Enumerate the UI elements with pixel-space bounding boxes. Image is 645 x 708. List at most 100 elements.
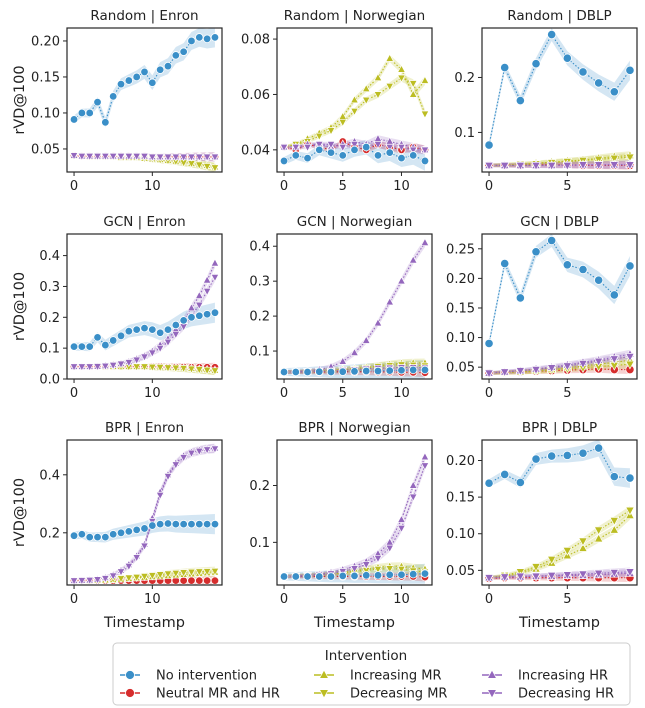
- data-point: [163, 153, 173, 162]
- data-point: [338, 143, 348, 152]
- data-point: [124, 326, 134, 336]
- x-tick-label: 0: [70, 386, 78, 401]
- data-point: [361, 96, 371, 105]
- data-point: [515, 293, 525, 303]
- y-tick-label: 0.25: [446, 242, 475, 257]
- axes-frame: [66, 27, 223, 173]
- data-point: [179, 316, 188, 325]
- y-tick-label: 0.2: [249, 310, 270, 325]
- data-point: [385, 366, 394, 375]
- data-point: [147, 363, 157, 372]
- data-point: [397, 64, 406, 73]
- data-point: [578, 67, 588, 77]
- legend-marker: [318, 669, 330, 679]
- data-point: [210, 153, 220, 162]
- x-tick-label: 5: [563, 592, 571, 607]
- data-point: [155, 65, 165, 74]
- data-point: [100, 362, 110, 371]
- data-point: [315, 367, 324, 376]
- data-point: [291, 143, 301, 152]
- data-point: [171, 364, 181, 373]
- data-point: [85, 342, 94, 351]
- data-point: [420, 110, 430, 119]
- y-tick-label: 0.3: [39, 280, 60, 295]
- data-point: [140, 542, 149, 551]
- data-point: [609, 517, 620, 526]
- data-point: [420, 156, 430, 166]
- data-point: [385, 53, 395, 62]
- legend-label: Increasing HR: [518, 669, 608, 684]
- data-point: [194, 568, 204, 577]
- x-tick-label: 0: [485, 592, 493, 607]
- data-point: [409, 569, 418, 579]
- data-point: [546, 161, 557, 171]
- data-point: [338, 356, 348, 365]
- legend-label: Increasing MR: [350, 669, 442, 684]
- data-point: [350, 95, 359, 104]
- y-tick-label: 0.08: [241, 33, 270, 48]
- data-point: [484, 478, 494, 488]
- data-point: [163, 325, 173, 334]
- data-point: [187, 313, 196, 322]
- y-tick-label: 0.10: [446, 527, 475, 542]
- data-point: [373, 571, 383, 580]
- data-point: [484, 161, 494, 171]
- plot-area: [484, 440, 635, 584]
- legend-label: No intervention: [156, 669, 257, 684]
- data-point: [194, 161, 204, 170]
- plot-area: [69, 28, 220, 172]
- data-point: [609, 290, 619, 300]
- y-tick-label: 0.0: [39, 373, 60, 388]
- data-point: [187, 519, 196, 529]
- data-point: [397, 276, 406, 285]
- series-line: [489, 571, 630, 579]
- legend-title: Intervention: [325, 648, 407, 664]
- data-point: [291, 367, 300, 377]
- legend-item: Neutral MR and HR: [120, 687, 280, 702]
- data-point: [420, 365, 430, 375]
- data-point: [210, 258, 220, 267]
- data-point: [202, 310, 212, 319]
- data-point: [314, 141, 324, 150]
- data-point: [499, 368, 510, 378]
- series-line: [74, 447, 215, 582]
- y-tick-label: 0.2: [39, 311, 60, 326]
- x-tick-label: 5: [339, 592, 347, 607]
- y-tick-label: 0.15: [31, 70, 60, 85]
- x-tick-label: 5: [563, 386, 571, 401]
- subplot-title: Random | Enron: [90, 8, 198, 24]
- data-point: [397, 565, 406, 574]
- series-line: [488, 515, 631, 579]
- y-tick-label: 0.15: [446, 491, 475, 506]
- data-point: [194, 290, 204, 299]
- data-point: [155, 519, 165, 529]
- data-point: [93, 576, 102, 585]
- data-point: [85, 152, 95, 162]
- data-point: [140, 573, 149, 582]
- x-axis-label: Timestamp: [518, 615, 600, 631]
- axes-frame: [481, 233, 638, 380]
- data-point: [210, 519, 220, 529]
- data-point: [350, 367, 359, 376]
- data-point: [171, 153, 181, 162]
- data-point: [116, 152, 126, 162]
- data-point: [350, 571, 359, 581]
- data-point: [202, 275, 212, 284]
- data-point: [397, 524, 406, 534]
- data-point: [69, 342, 79, 351]
- data-point: [93, 532, 102, 542]
- data-point: [210, 273, 220, 283]
- data-point: [291, 572, 300, 581]
- data-point: [132, 325, 141, 334]
- data-point: [594, 275, 604, 285]
- data-point: [373, 141, 383, 150]
- data-point: [93, 97, 102, 107]
- data-point: [163, 519, 173, 528]
- data-point: [202, 366, 212, 375]
- data-point: [594, 78, 604, 88]
- data-point: [562, 450, 572, 460]
- data-point: [350, 145, 359, 155]
- data-point: [625, 568, 635, 578]
- data-point: [515, 95, 525, 106]
- data-point: [397, 366, 406, 375]
